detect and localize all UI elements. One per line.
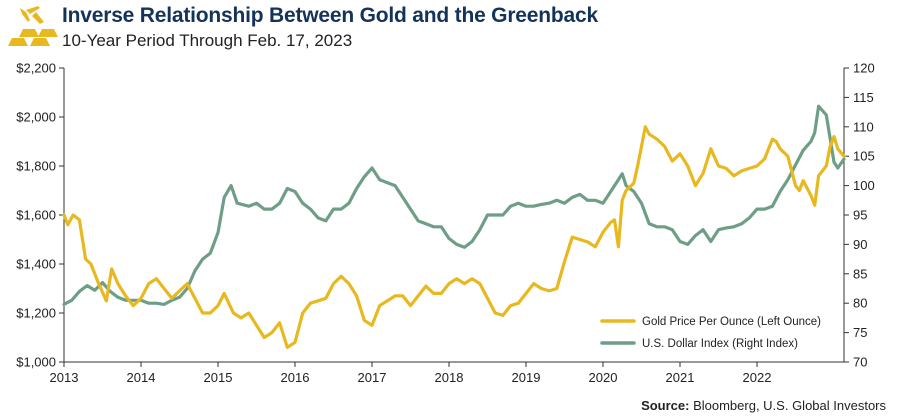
left-tick-label: $1,400 [16,257,56,272]
chart-title: Inverse Relationship Between Gold and th… [62,4,598,27]
right-tick-label: 90 [853,237,867,252]
dollar-index-line [62,104,846,306]
right-tick-label: 120 [853,61,875,76]
left-tick-label: $2,200 [16,61,56,76]
x-tick-label: 2018 [435,370,464,385]
chart-legend: Gold Price Per Ounce (Left Ounce) U.S. Do… [600,316,821,350]
left-tick-label: $2,000 [16,110,56,125]
legend-label-gold: Gold Price Per Ounce (Left Ounce) [642,316,821,328]
x-tick-label: 2016 [281,370,310,385]
chart-subtitle: 10-Year Period Through Feb. 17, 2023 [62,31,353,50]
left-tick-label: $1,200 [16,306,56,321]
left-tick-label: $1,000 [16,355,56,370]
left-tick-label: $1,800 [16,159,56,174]
right-tick-label: 115 [853,90,874,105]
right-tick-label: 75 [853,325,867,340]
chart-header: Inverse Relationship Between Gold and th… [0,0,900,56]
chart-axes: $1,000 $1,200 $1,400 $1,600 $1,800 $2,000 $2,2… [16,61,874,386]
right-tick-label: 95 [853,208,867,223]
x-tick-label: 2014 [127,370,156,385]
x-tick-label: 2022 [743,370,772,385]
x-tick-label: 2013 [50,370,79,385]
x-tick-label: 2020 [589,370,618,385]
right-tick-label: 70 [853,355,867,370]
right-tick-label: 85 [853,266,867,281]
right-tick-label: 80 [853,296,867,311]
x-tick-label: 2021 [666,370,695,385]
legend-label-dollar: U.S. Dollar Index (Right Index) [642,338,798,350]
right-tick-label: 100 [853,178,875,193]
source-text: Bloomberg, U.S. Global Investors [689,398,886,413]
source-label: Source: [641,398,690,413]
x-tick-label: 2017 [358,370,387,385]
gold-bars-logo-icon [8,6,58,46]
source-note: Source: Bloomberg, U.S. Global Investors [641,398,886,413]
x-tick-label: 2019 [512,370,541,385]
right-tick-label: 105 [853,149,875,164]
left-tick-label: $1,600 [16,208,56,223]
chart-series [62,104,846,349]
gold-price-line [62,125,846,349]
x-tick-label: 2015 [204,370,233,385]
right-tick-label: 110 [853,119,874,134]
